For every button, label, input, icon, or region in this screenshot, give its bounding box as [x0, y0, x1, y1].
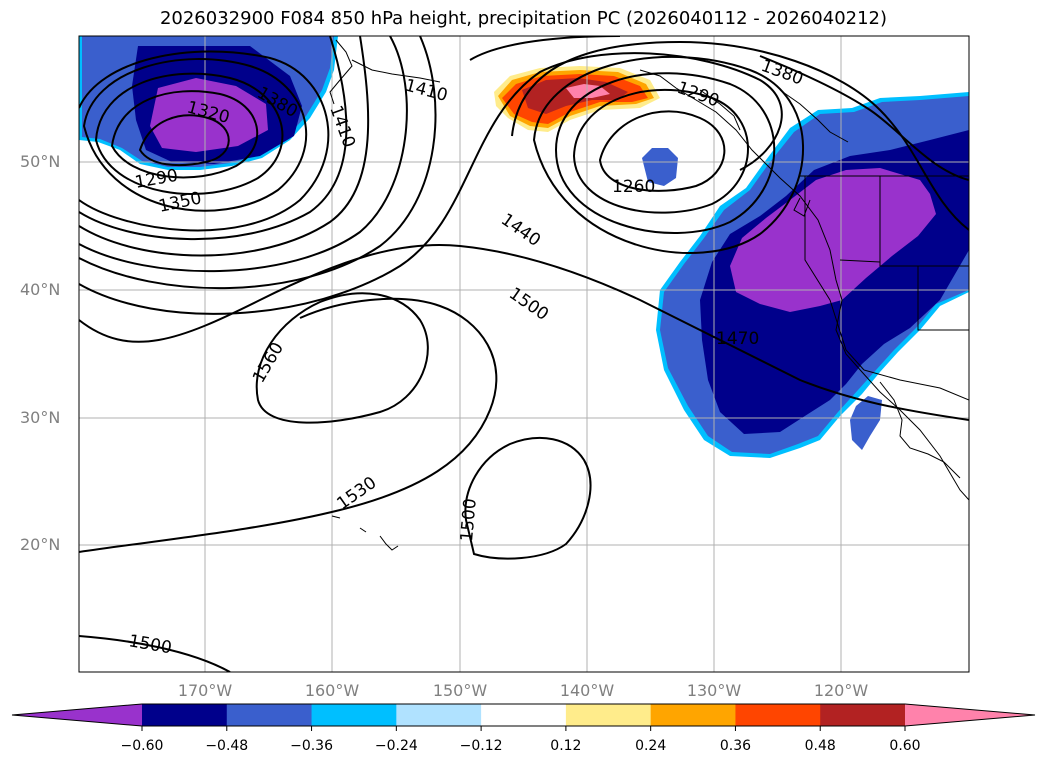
precip-negative-baja-blob [850, 396, 882, 450]
lon-label: 160°W [304, 681, 360, 700]
lon-label: 140°W [559, 681, 615, 700]
colorbar-segment [311, 704, 397, 726]
lon-label: 120°W [813, 681, 869, 700]
contour-label: 1500 [127, 631, 173, 658]
colorbar-tick-label: −0.60 [120, 738, 164, 754]
colorbar [11, 703, 1036, 731]
colorbar-segment [650, 704, 736, 726]
colorbar-segment [226, 704, 313, 726]
precip-negative-region-westcoast [730, 168, 936, 312]
contour-label: 1410 [325, 103, 359, 150]
lat-label: 50°N [20, 152, 61, 171]
contour-label: 1350 [157, 188, 203, 217]
contour-label: 1530 [333, 473, 380, 514]
colorbar-extend-low [12, 704, 142, 726]
colorbar-segment [820, 704, 906, 726]
contour-label: 1440 [497, 210, 544, 251]
precip-negative-region-nw [150, 78, 268, 152]
colorbar-tick-label: 0.48 [804, 738, 836, 754]
colorbar-tick-label: 0.24 [635, 738, 667, 754]
lat-label: 20°N [20, 535, 61, 554]
contour-label: 1260 [612, 177, 655, 197]
colorbar-tick-label: 0.12 [550, 738, 582, 754]
contour-label: 1410 [403, 76, 450, 107]
lon-label: 130°W [686, 681, 742, 700]
colorbar-tick-label: −0.12 [459, 738, 503, 754]
colorbar-tick-label: 0.36 [719, 738, 752, 754]
colorbar-tick-label: −0.36 [290, 738, 333, 754]
contour-label: 1290 [674, 78, 721, 112]
colorbar-extend-high [905, 704, 1035, 726]
colorbar-segment [396, 704, 482, 726]
lon-label: 150°W [432, 681, 488, 700]
contour-label: 1470 [716, 329, 759, 349]
map-title: 2026032900 F084 850 hPa height, precipit… [159, 8, 888, 29]
contour-label: 1560 [249, 339, 288, 386]
colorbar-segment [481, 704, 567, 726]
graticule [79, 36, 969, 672]
lon-label: 170°W [177, 681, 233, 700]
lat-label: 30°N [20, 408, 61, 427]
lat-label: 40°N [20, 280, 61, 299]
colorbar-segment [565, 704, 652, 726]
contour-label: 1500 [457, 498, 481, 543]
precip-negative-small-blob [642, 148, 678, 186]
colorbar-tick-label: −0.24 [374, 738, 418, 754]
colorbar-tick-label: −0.48 [205, 738, 249, 754]
colorbar-segment [735, 704, 821, 726]
colorbar-tick-label: 0.60 [889, 738, 921, 754]
height-contours [79, 36, 969, 672]
political-boundaries [800, 175, 969, 401]
colorbar-segment [142, 704, 228, 726]
map-frame [78, 35, 970, 673]
